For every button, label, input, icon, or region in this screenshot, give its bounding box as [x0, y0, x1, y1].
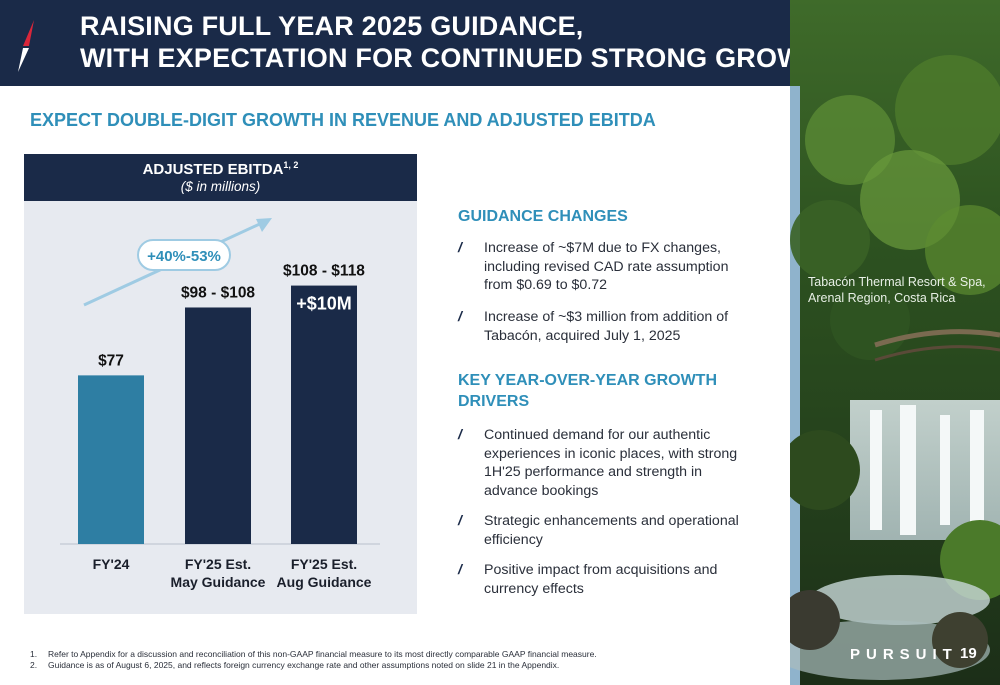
slash-bullet-icon: /: [458, 427, 462, 443]
category-label: Aug Guidance: [277, 574, 372, 590]
bullet-line: currency effects: [484, 580, 584, 597]
page-title: RAISING FULL YEAR 2025 GUIDANCE, WITH EX…: [80, 10, 839, 74]
growth-drivers-title: KEY YEAR-OVER-YEAR GROWTH DRIVERS: [458, 370, 717, 412]
slash-bullet-icon: /: [458, 513, 462, 529]
pursuit-logo-icon: [18, 20, 34, 72]
bullet-line: Increase of ~$3 million from addition of: [484, 309, 729, 325]
growth-annotation-pill: [137, 239, 231, 271]
slash-bullet-icon: /: [458, 240, 462, 256]
chart-subtitle: ($ in millions): [180, 179, 261, 194]
growth-drivers-title-line2: DRIVERS: [458, 393, 530, 410]
page-number: 19: [960, 645, 977, 662]
category-label: FY'24: [93, 556, 130, 572]
photo-caption-line2: Arenal Region, Costa Rica: [808, 291, 956, 305]
bullet-line: Increase of ~$7M due to FX changes,: [484, 240, 721, 256]
footnote-number: 1.: [30, 649, 38, 659]
growth-drivers-title-line1: KEY YEAR-OVER-YEAR GROWTH: [458, 372, 717, 389]
driver-bullet-2: / Strategic enhancements and operational…: [458, 512, 758, 549]
footnote-text: Refer to Appendix for a discussion and r…: [48, 649, 597, 659]
chart-title-text: ADJUSTED EBITDA: [142, 161, 284, 178]
growth-arrow-head-icon: [256, 218, 272, 232]
slash-bullet-icon: /: [458, 309, 462, 325]
bar-value-label: $77: [98, 352, 124, 369]
bullet-line: from $0.69 to $0.72: [484, 277, 608, 293]
header-band: RAISING FULL YEAR 2025 GUIDANCE, WITH EX…: [0, 0, 839, 86]
waterfall-photo-image: [790, 0, 1000, 685]
guidance-bullet-1: / Increase of ~$7M due to FX changes, in…: [458, 239, 758, 295]
bullet-line: Positive impact from acquisitions and: [484, 562, 718, 578]
footnote-1: 1. Refer to Appendix for a discussion and…: [30, 649, 597, 660]
driver-bullet-3: / Positive impact from acquisitions and …: [458, 561, 758, 598]
bar-value-label: $98 - $108: [181, 284, 255, 301]
waterfall-photo: Tabacón Thermal Resort & Spa, Arenal Reg…: [790, 0, 1000, 685]
chart-bar: [185, 307, 251, 544]
brand-wordmark: PURSUIT: [850, 646, 958, 663]
bullet-line: efficiency: [484, 531, 543, 548]
slash-bullet-icon: /: [458, 562, 462, 578]
bullet-line: Tabacón, acquired July 1, 2025: [484, 327, 681, 344]
chart-bar: [78, 375, 144, 544]
chart-header: ADJUSTED EBITDA1, 2 ($ in millions): [24, 154, 417, 201]
chart-panel: ADJUSTED EBITDA1, 2 ($ in millions) $77 F…: [24, 154, 417, 614]
bar-inner-label: +$10M: [296, 294, 352, 314]
bullet-line: including revised CAD rate assumption: [484, 258, 729, 275]
adjusted-ebitda-chart: $77 FY'24 $98 - $108 FY'25 Est. May Guidance…: [60, 218, 380, 590]
guidance-changes-title: GUIDANCE CHANGES: [458, 208, 628, 225]
photo-caption-line1: Tabacón Thermal Resort & Spa,: [808, 275, 986, 289]
bullet-line: Strategic enhancements and operational: [484, 513, 739, 529]
driver-bullet-1: / Continued demand for our authentic exp…: [458, 426, 758, 500]
category-label: FY'25 Est.: [185, 556, 251, 572]
chart-title-superscript: 1, 2: [283, 160, 299, 170]
bullet-line: Continued demand for our authentic: [484, 427, 711, 443]
footnotes: 1. Refer to Appendix for a discussion and…: [30, 649, 597, 671]
page-title-line2: WITH EXPECTATION FOR CONTINUED STRONG GR…: [80, 43, 840, 73]
category-label: FY'25 Est.: [291, 556, 357, 572]
bar-value-label: $108 - $118: [283, 263, 365, 280]
guidance-bullet-2: / Increase of ~$3 million from addition …: [458, 308, 758, 345]
bullet-line: advance bookings: [484, 482, 599, 499]
category-label: May Guidance: [171, 574, 266, 590]
chart-title: ADJUSTED EBITDA1, 2: [24, 160, 417, 178]
page-title-line1: RAISING FULL YEAR 2025 GUIDANCE,: [80, 11, 584, 41]
growth-annotation-label: +40%-53%: [147, 248, 221, 265]
footnote-text: Guidance is as of August 6, 2025, and re…: [48, 660, 560, 670]
chart-bar: [291, 285, 357, 544]
bullet-line: experiences in iconic places, with stron…: [484, 445, 738, 462]
section-subtitle: EXPECT DOUBLE-DIGIT GROWTH IN REVENUE AN…: [30, 110, 656, 130]
footnote-number: 2.: [30, 660, 38, 670]
photo-caption: Tabacón Thermal Resort & Spa, Arenal Reg…: [808, 274, 998, 306]
bullet-line: 1H'25 performance and strength in: [484, 464, 703, 480]
footnote-2: 2. Guidance is as of August 6, 2025, and …: [30, 660, 597, 671]
